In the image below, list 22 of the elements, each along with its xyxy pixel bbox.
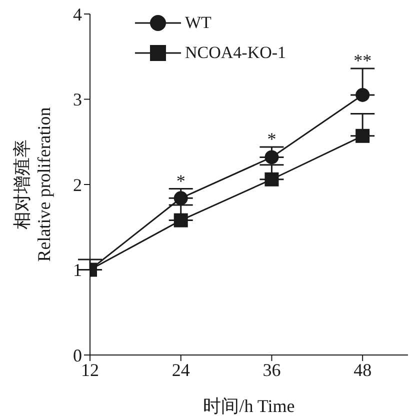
y-tick-label: 2 [73,174,82,195]
legend-label: NCOA4-KO-1 [185,43,286,63]
x-tick-label: 24 [172,360,190,380]
point [264,150,279,164]
legend-label: WT [185,13,212,33]
y-tick-label: 3 [73,90,82,110]
x-tick-label: 48 [354,360,372,380]
point [264,172,279,186]
y-tick-label: 4 [73,4,82,24]
x-axis-title: 时间/h Time [203,396,295,416]
x-tick-label: 12 [81,360,99,380]
y-tick-label: 0 [73,345,82,366]
annotation: * [267,128,276,149]
annotation: ** [354,50,372,71]
point [174,213,188,228]
y-tick-label: 1 [73,260,82,280]
point [174,191,188,206]
point [356,88,370,102]
point [356,128,370,143]
x-tick-label: 36 [262,360,281,380]
y-axis-title: 相对增殖率 Relative proliferation [12,107,54,262]
annotation: * [176,170,186,191]
